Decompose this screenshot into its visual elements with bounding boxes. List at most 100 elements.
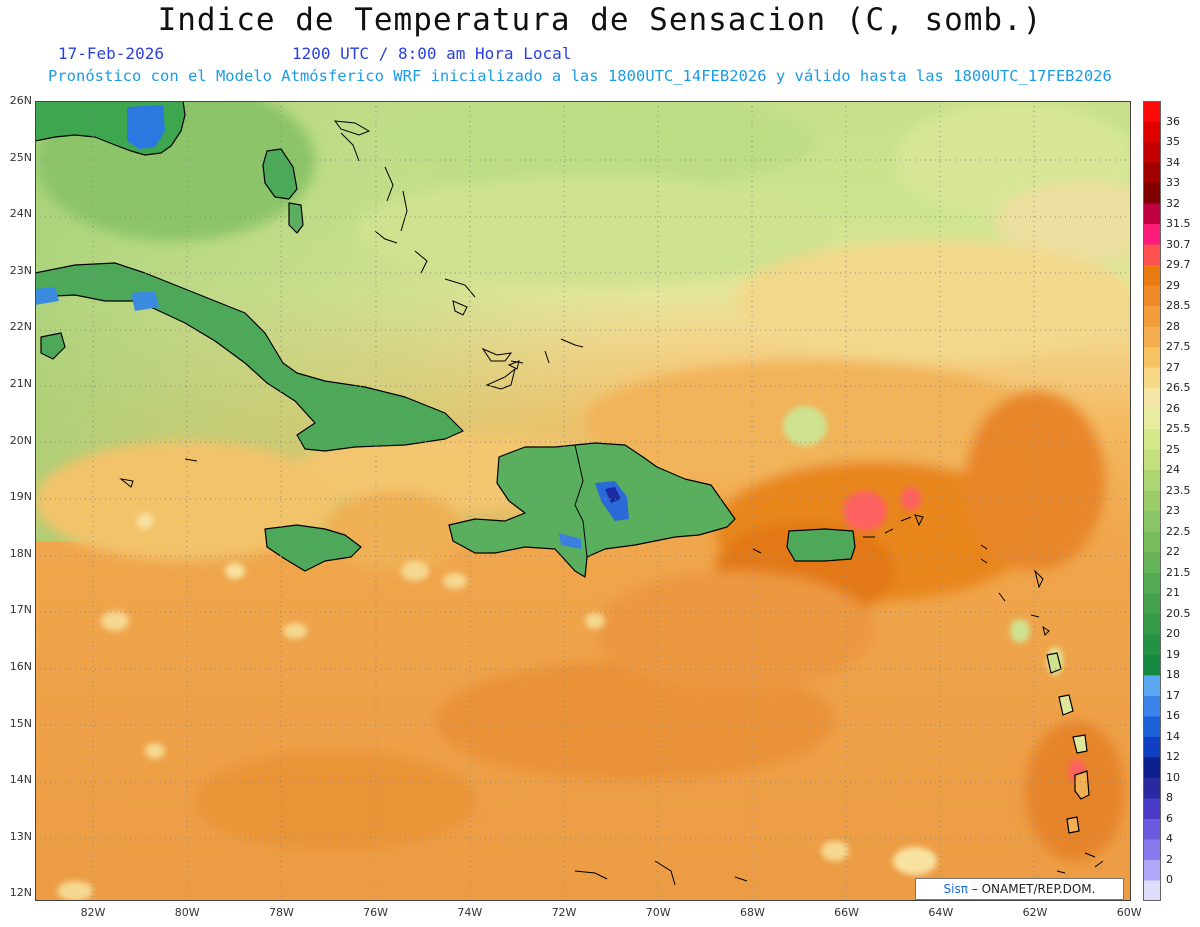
colorbar-swatch [1143,306,1161,328]
latitude-label: 20N [9,433,32,447]
colorbar-label: 24 [1166,463,1180,477]
colorbar-label: 21.5 [1166,565,1191,579]
latitude-label: 14N [9,773,32,787]
colorbar [1143,101,1161,901]
colorbar-swatch [1143,593,1161,615]
map-title: Indice de Temperatura de Sensacion (C, s… [157,2,1043,38]
colorbar-label: 20.5 [1166,606,1191,620]
colorbar-label: 22.5 [1166,524,1191,538]
hispaniola [448,442,736,578]
latitude-label: 22N [9,320,32,334]
colorbar-swatch [1143,675,1161,697]
colorbar-swatch [1143,470,1161,492]
land-masses [35,101,1090,834]
longitude-label: 78W [268,906,294,919]
colorbar-swatch [1143,408,1161,430]
colorbar-label: 33 [1166,176,1180,190]
colorbar-swatch [1143,388,1161,410]
colorbar-label: 30.7 [1166,237,1191,251]
colorbar-swatch [1143,224,1161,246]
colorbar-label: 23 [1166,504,1180,518]
latitude-label: 18N [9,546,32,560]
colorbar-label: 21 [1166,586,1180,600]
colorbar-swatch [1143,839,1161,861]
map-canvas[interactable] [35,101,1131,901]
latitude-label: 16N [9,660,32,673]
sis-logo: Sisπ [943,882,968,896]
colorbar-swatch [1143,654,1161,676]
colorbar-swatch [1143,880,1161,901]
colorbar-frame [1143,101,1161,901]
colorbar-label: 26.5 [1166,381,1191,395]
colorbar-label: 8 [1166,791,1173,805]
colorbar-swatch [1143,162,1161,184]
graticule [35,101,1131,901]
puerto-rico [786,528,856,562]
latitude-label: 17N [9,603,32,617]
colorbar-swatch [1143,244,1161,266]
longitude-label: 66W [834,906,860,919]
colorbar-label: 2 [1166,852,1173,866]
colorbar-swatch [1143,142,1161,164]
forecast-note: Pronóstico con el Modelo Atmósferico WRF… [48,67,1112,85]
colorbar-swatch [1143,449,1161,471]
colorbar-label: 25 [1166,442,1180,456]
colorbar-label: 25.5 [1166,422,1191,436]
small-islands [119,120,1104,886]
latitude-label: 12N [9,886,32,900]
colorbar-label: 36 [1166,114,1180,128]
colorbar-label: 28.5 [1166,299,1191,313]
colorbar-swatch [1143,347,1161,369]
colorbar-swatch [1143,511,1161,533]
colorbar-label: 6 [1166,811,1173,825]
colorbar-label: 34 [1166,155,1180,169]
colorbar-swatch [1143,285,1161,307]
colorbar-swatch [1143,531,1161,553]
colorbar-label: 26 [1166,401,1180,415]
colorbar-label: 28 [1166,319,1180,333]
longitude-label: 70W [645,906,671,919]
colorbar-swatch [1143,736,1161,758]
colorbar-swatch [1143,203,1161,225]
colorbar-swatch [1143,613,1161,635]
andros [262,148,298,200]
colorbar-label: 27.5 [1166,340,1191,354]
longitude-label: 80W [174,906,200,919]
colorbar-swatch [1143,552,1161,574]
colorbar-label: 12 [1166,750,1180,764]
colorbar-label: 32 [1166,196,1180,210]
colorbar-swatch [1143,265,1161,287]
colorbar-label: 29 [1166,278,1180,292]
colorbar-swatch [1143,634,1161,656]
colorbar-label: 18 [1166,668,1180,682]
longitude-label: 62W [1022,906,1048,919]
colorbar-swatch [1143,757,1161,779]
colorbar-swatch [1143,777,1161,799]
colorbar-swatch [1143,716,1161,738]
latitude-label: 24N [9,207,32,221]
isle-of-youth [40,332,66,360]
cuba [35,262,464,452]
longitude-label: 72W [551,906,577,919]
colorbar-label: 17 [1166,688,1180,702]
colorbar-swatch [1143,490,1161,512]
longitude-label: 68W [739,906,765,919]
longitude-label: 64W [928,906,954,919]
valid-date: 17-Feb-2026 [58,44,164,63]
colorbar-swatch [1143,183,1161,205]
colorbar-label: 0 [1166,873,1173,887]
colorbar-label: 4 [1166,832,1173,846]
colorbar-swatch [1143,367,1161,389]
longitude-label: 74W [457,906,483,919]
credit-box: Sisπ – ONAMET/REP.DOM. [915,878,1124,900]
latitude-label: 23N [9,263,32,277]
longitude-label: 82W [80,906,106,919]
colorbar-label: 19 [1166,647,1180,661]
colorbar-swatch [1143,121,1161,143]
colorbar-swatch [1143,101,1161,123]
credit-text: – ONAMET/REP.DOM. [971,882,1096,896]
longitude-label: 76W [363,906,389,919]
latitude-label: 19N [9,490,32,504]
latitude-label: 25N [9,150,32,164]
colorbar-swatch [1143,326,1161,348]
